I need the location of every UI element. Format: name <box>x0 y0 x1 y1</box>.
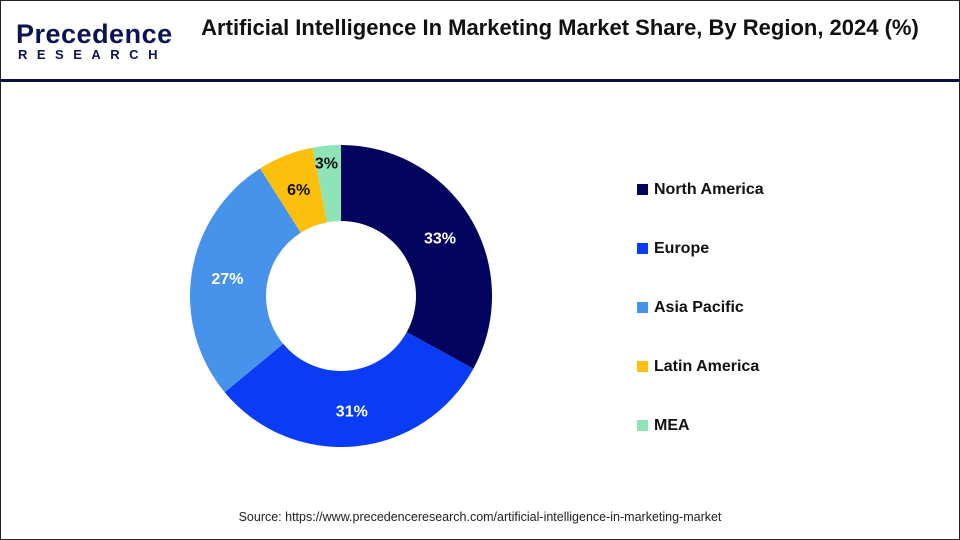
legend-item: North America <box>637 160 764 219</box>
legend: North America Europe Asia Pacific Latin Ame… <box>637 160 764 455</box>
slice-europe <box>224 332 474 447</box>
chart-title: Artificial Intelligence In Marketing Mar… <box>201 15 919 40</box>
legend-label: MEA <box>654 416 690 434</box>
slice-north-america <box>341 145 492 369</box>
legend-swatch <box>637 184 648 195</box>
source-text: Source: https://www.precedenceresearch.c… <box>238 510 722 524</box>
legend-item: Latin America <box>637 337 764 396</box>
header-divider <box>0 79 960 82</box>
logo-main: Precedence <box>16 20 173 48</box>
logo-subtext: RESEARCH <box>18 47 167 62</box>
slice-latin-america <box>260 147 327 233</box>
legend-label: North America <box>654 180 764 198</box>
data-label: 31% <box>336 403 368 420</box>
legend-swatch <box>637 420 648 431</box>
slice-mea <box>312 145 341 223</box>
slice-asia-pacific <box>189 168 301 393</box>
legend-label: Latin America <box>654 357 760 375</box>
legend-item: Asia Pacific <box>637 278 764 337</box>
data-label: 33% <box>424 230 456 247</box>
data-label: 3% <box>315 156 338 173</box>
legend-label: Asia Pacific <box>654 298 744 316</box>
logo: Precedence RESEARCH <box>16 20 173 62</box>
legend-swatch <box>637 243 648 254</box>
data-label: 27% <box>211 271 243 288</box>
legend-swatch <box>637 302 648 313</box>
legend-item: Europe <box>637 219 764 278</box>
data-label: 6% <box>287 182 310 199</box>
legend-label: Europe <box>654 239 710 257</box>
legend-swatch <box>637 361 648 372</box>
logo-text: Precedence <box>16 19 173 49</box>
legend-item: MEA <box>637 396 764 455</box>
